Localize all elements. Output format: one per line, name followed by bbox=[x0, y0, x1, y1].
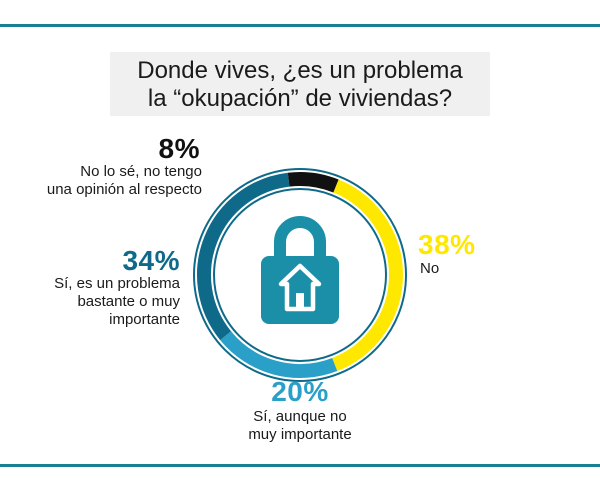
pct-label-no-se: 8% bbox=[158, 133, 200, 164]
label-no-se-line-2: una opinión al respecto bbox=[46, 181, 202, 198]
donut-slice-si-no-muy bbox=[220, 331, 338, 378]
label-si-importante: Sí, es un problema bastante o muy import… bbox=[20, 275, 180, 329]
label-no-se: No lo sé, no tengo una opinión al respec… bbox=[10, 163, 202, 199]
pct-label-si-no-muy: 20% bbox=[271, 376, 329, 407]
title-line-2: la “okupación” de viviendas? bbox=[147, 85, 453, 112]
chart-title: Donde vives, ¿es un problema la “okupaci… bbox=[80, 57, 520, 113]
house-door bbox=[296, 293, 304, 309]
donut-inner-ring bbox=[213, 188, 387, 362]
label-si-no-muy-line-1: Sí, aunque no bbox=[253, 408, 347, 425]
donut-slice-no bbox=[332, 179, 403, 372]
title-line-1: Donde vives, ¿es un problema bbox=[137, 57, 463, 84]
lock-shackle bbox=[274, 216, 326, 264]
pct-label-no: 38% bbox=[418, 229, 476, 260]
bottom-rule bbox=[0, 464, 600, 467]
donut-slice-no-se bbox=[287, 172, 339, 193]
label-no-se-line-1: No lo sé, no tengo bbox=[80, 163, 202, 180]
house-lock-icon bbox=[261, 216, 339, 324]
top-rule bbox=[0, 24, 600, 27]
donut-outer-ring bbox=[193, 168, 407, 382]
label-si-importante-line-1: Sí, es un problema bbox=[54, 275, 180, 292]
label-no: No bbox=[420, 260, 440, 277]
donut-slice-si-importante bbox=[197, 172, 290, 341]
label-si-no-muy: Sí, aunque no muy importante bbox=[220, 408, 380, 444]
label-si-no-muy-line-2: muy importante bbox=[248, 426, 352, 443]
title-background bbox=[110, 52, 490, 116]
label-si-importante-line-3: importante bbox=[109, 311, 180, 328]
lock-body bbox=[261, 256, 339, 324]
label-si-importante-line-2: bastante o muy bbox=[77, 293, 180, 310]
donut-arcs bbox=[193, 168, 407, 382]
pct-label-si-importante: 34% bbox=[122, 245, 180, 276]
